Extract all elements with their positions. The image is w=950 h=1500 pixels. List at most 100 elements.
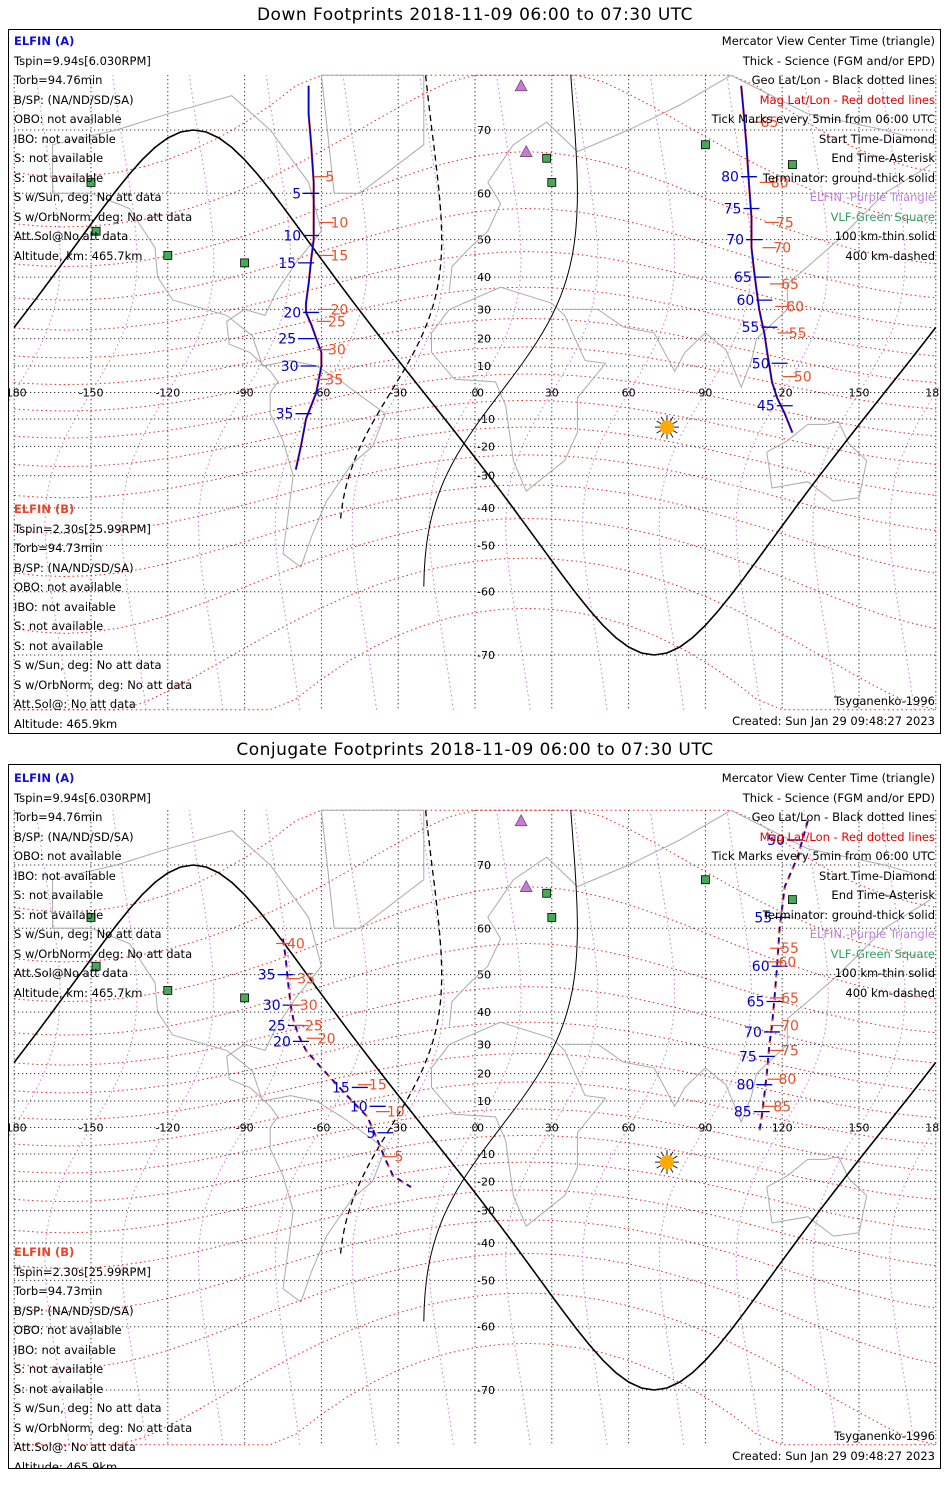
lon-tick-label: 60 [622,1122,636,1135]
created-date: Created: Sun Jan 29 09:48:27 2023 [732,1448,935,1463]
tick-label-a: 55 [742,320,760,336]
track-line-blue [295,85,323,470]
tick-label-b: 15 [331,248,349,264]
tick-label-b: 55 [789,326,807,342]
mag-lat-line [14,1134,936,1203]
vlf-station-square [163,251,173,260]
elfin-a-s2: S: not available [14,907,104,922]
tick-label-b: 25 [305,1019,323,1035]
mag-lat-line [14,1021,936,1094]
legend-geo: Geo Lat/Lon - Black dotted lines [751,810,935,824]
lat-tick-label: 40 [477,271,491,284]
mag-lon-line [889,1119,940,1445]
tick-label-b: 35 [297,972,315,988]
footprint-map-down: -180-150-120-90-60-300306090120150180706… [8,29,941,734]
elfin-triangle [514,814,528,827]
mag-lat-line [14,399,936,468]
model-name: Tsyganenko-1996 [834,694,935,708]
sun-ray [671,420,678,425]
sun-ray [656,420,663,425]
tick-label-a: 65 [734,270,752,286]
tick-label-a: 20 [273,1034,291,1050]
lat-tick-label: 20 [477,1068,491,1081]
footprint-map-conjugate: -180-150-120-90-60-300306090120150180706… [8,764,941,1469]
coastline [320,74,425,194]
elfin-b-s2: S: not available [14,638,104,653]
tick-label-a: 50 [752,356,770,372]
tick-label-a: 20 [283,305,301,321]
tick-label-a: 10 [350,1099,368,1115]
tick-label-a: 55 [754,910,772,926]
tick-label-b: 20 [331,302,349,318]
tick-label-a: 60 [752,959,770,975]
tick-label-a: 5 [292,186,301,202]
elfin-b-obo: OBO: not available [14,1323,122,1337]
coastline [448,809,936,1026]
legend-geo: Geo Lat/Lon - Black dotted lines [751,73,935,87]
tick-label-a: 80 [721,170,739,186]
legend-thick: Thick - Science (FGM and/or EPD) [742,53,935,68]
mag-lon-line [121,810,215,1445]
tick-label-a: 5 [366,1126,375,1142]
elfin-a-s1: S: not available [14,888,104,902]
lon-tick-label: -180 [9,1122,27,1135]
mag-lon-line [121,75,215,710]
elfin-a-header: ELFIN (A) [14,771,75,785]
terminator-ground [13,864,937,1391]
tick-label-b: 60 [779,955,797,971]
coastlines [52,74,936,568]
tick-label-a: 60 [736,293,754,309]
legend-elfin: ELFIN -Purple Triangle [809,190,935,204]
lat-tick-label: 30 [477,1038,491,1051]
elfin-triangle [519,880,533,892]
mag-lon-line [581,75,676,710]
tick-label-b: 25 [328,314,346,330]
elfin-b-ibo: IBO: not available [14,599,116,614]
coastline [564,164,931,389]
elfin-a-s2: S: not available [14,170,104,185]
coastline [431,286,607,493]
mag-lat-line [14,426,936,499]
panel-title-conjugate: Conjugate Footprints 2018-11-09 06:00 to… [236,740,714,760]
coastline [320,809,425,929]
lat-tick-label: 50 [477,234,491,247]
tick-label-a: 10 [283,228,301,244]
lat-tick-label: 0 [477,1122,484,1135]
mag-lat-line [14,207,936,301]
elfin-a-torb: Torb=94.76min [14,73,103,87]
sun-icon [655,415,679,440]
lat-tick-label: -20 [477,440,495,453]
elfin-a-ibo: IBO: not available [14,131,116,146]
legend-end: End Time-Asterisk [831,151,935,165]
legend-mag: Mag Lat/Lon - Red dotted lines [759,92,935,107]
vlf-station-square [547,178,557,187]
elfin-b-s2: S: not available [14,1381,104,1396]
legend-ticks: Tick Marks every 5min from 06:00 UTC [711,112,935,126]
mag-lon-line [274,75,369,710]
elfin-a-sun: S w/Sun, deg: No att data [14,927,162,941]
tick-label-b: 55 [781,941,799,957]
mag-lon-line [505,75,599,710]
lat-tick-label: -40 [477,502,495,515]
legend-vlf: VLF-Green Square [830,209,935,224]
legend-mag: Mag Lat/Lon - Red dotted lines [759,829,935,844]
legend-start: Start Time-Diamond [819,131,935,146]
geo-grid: -180-150-120-90-60-300306090120150180706… [9,75,940,710]
map-legend: Mercator View Center Time (triangle) Thi… [712,32,935,266]
tick-label-b: 60 [786,299,804,315]
elfin-b-sun: S w/Sun, deg: No att data [14,1401,162,1415]
mag-lat-line [14,986,936,1066]
lat-tick-label: -40 [477,1237,495,1250]
vlf-station-square [91,961,101,971]
elfin-a-orbnorm: S w/OrbNorm, deg: No att data [14,946,193,961]
elfin-b-ibo: IBO: not available [14,1342,116,1357]
elfin-b-bsp: B/SP: (NA/ND/SD/SA) [14,1303,134,1318]
mag-lat-line [14,251,936,331]
lat-tick-label: -30 [477,1205,495,1218]
tick-label-a: 50 [767,833,785,849]
mag-lat-line [14,1052,936,1121]
lat-tick-label: 20 [477,333,491,346]
sun-ray [671,429,678,434]
